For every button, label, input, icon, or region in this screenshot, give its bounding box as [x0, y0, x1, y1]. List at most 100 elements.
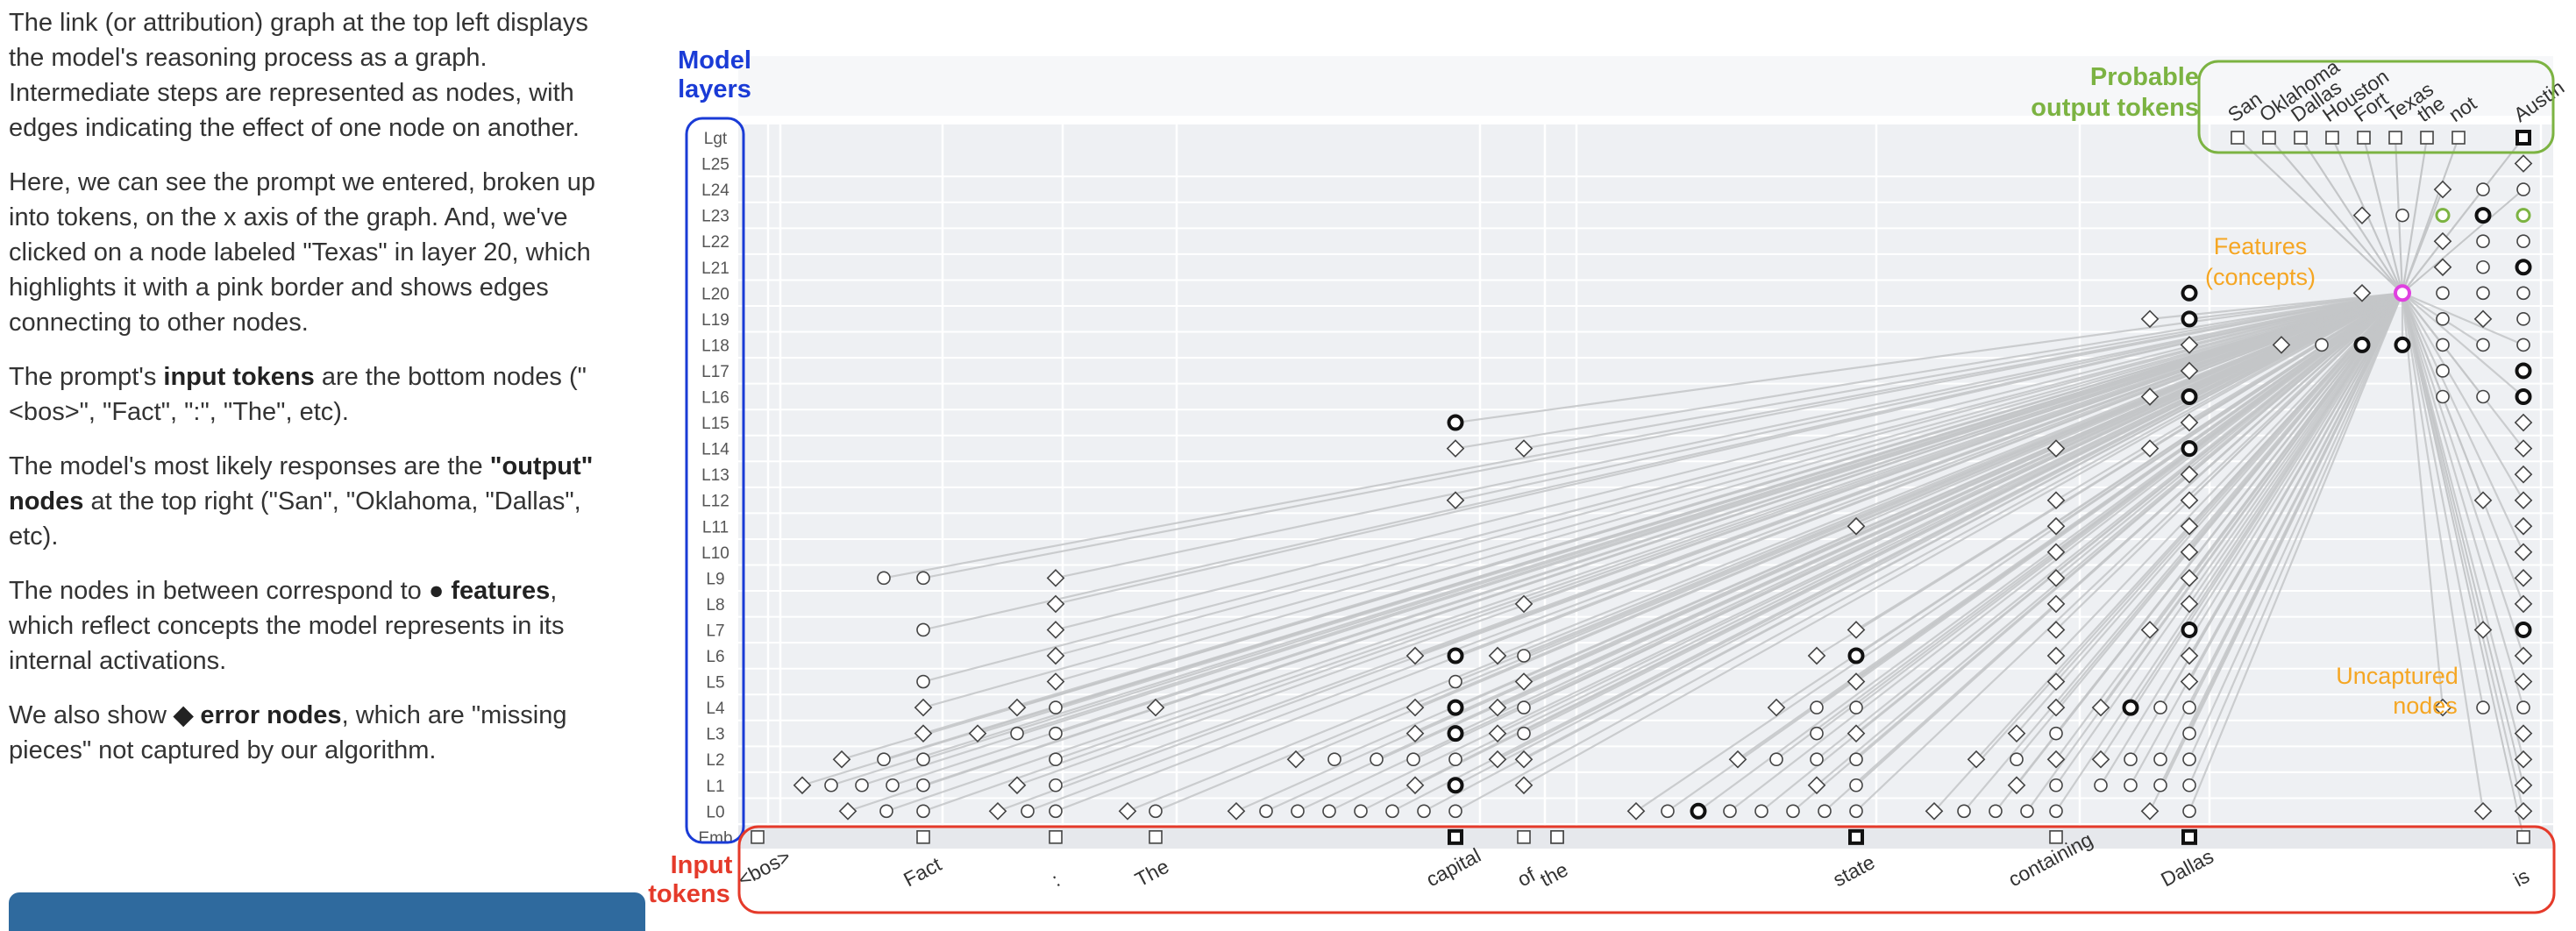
feature-node[interactable]: [1149, 804, 1163, 819]
error-node[interactable]: [1405, 698, 1425, 717]
error-node[interactable]: [2514, 543, 2533, 562]
input-node[interactable]: [2049, 830, 2063, 844]
error-node[interactable]: [1046, 569, 1065, 587]
error-node[interactable]: [1446, 439, 1465, 458]
feature-node[interactable]: [2516, 312, 2530, 326]
error-node[interactable]: [2514, 594, 2533, 614]
feature-node[interactable]: [916, 571, 930, 586]
feature-node[interactable]: [2181, 388, 2198, 405]
feature-node[interactable]: [2476, 182, 2490, 196]
error-node[interactable]: [2140, 621, 2160, 639]
error-node[interactable]: [1847, 516, 1866, 536]
feature-node[interactable]: [1786, 804, 1800, 819]
error-node[interactable]: [1514, 672, 1534, 691]
error-node[interactable]: [1514, 594, 1534, 614]
feature-node[interactable]: [2476, 338, 2490, 352]
feature-node[interactable]: [2474, 207, 2492, 224]
feature-node[interactable]: [2476, 700, 2490, 714]
feature-node[interactable]: [2516, 286, 2530, 301]
error-node[interactable]: [1488, 750, 1507, 769]
error-node[interactable]: [1847, 672, 1866, 691]
error-node[interactable]: [2140, 801, 2160, 821]
feature-node[interactable]: [1517, 649, 1531, 663]
error-node[interactable]: [1286, 750, 1306, 769]
feature-node[interactable]: [1690, 802, 1707, 820]
feature-node[interactable]: [916, 752, 930, 767]
feature-node[interactable]: [1049, 726, 1063, 741]
error-node[interactable]: [2514, 569, 2533, 587]
feature-node[interactable]: [1021, 804, 1035, 819]
error-node[interactable]: [2180, 594, 2199, 614]
error-node[interactable]: [1514, 776, 1534, 795]
error-node[interactable]: [2514, 801, 2533, 821]
feature-node[interactable]: [2476, 286, 2490, 301]
feature-node[interactable]: [2476, 259, 2490, 274]
feature-node[interactable]: [2515, 621, 2532, 638]
feature-node[interactable]: [879, 804, 893, 819]
input-node[interactable]: [1448, 828, 1463, 845]
error-node[interactable]: [1488, 646, 1507, 665]
feature-node[interactable]: [2153, 752, 2167, 767]
error-node[interactable]: [1767, 698, 1786, 717]
error-node[interactable]: [838, 801, 857, 821]
feature-node[interactable]: [2476, 234, 2490, 249]
feature-node[interactable]: [1810, 752, 1824, 767]
error-node[interactable]: [1118, 801, 1137, 821]
feature-node[interactable]: [2010, 752, 2024, 767]
feature-node[interactable]: [1406, 752, 1420, 767]
error-node[interactable]: [1046, 621, 1065, 639]
feature-node[interactable]: [1517, 700, 1531, 714]
feature-node[interactable]: [2436, 364, 2450, 378]
feature-node[interactable]: [1049, 700, 1063, 714]
feature-node[interactable]: [877, 571, 891, 586]
feature-node[interactable]: [2515, 362, 2532, 380]
feature-node[interactable]: [1259, 804, 1273, 819]
feature-node[interactable]: [1661, 804, 1675, 819]
error-node[interactable]: [1405, 776, 1425, 795]
error-node[interactable]: [2433, 180, 2452, 199]
error-node[interactable]: [1514, 439, 1534, 458]
error-node[interactable]: [2046, 516, 2066, 536]
feature-node[interactable]: [1447, 725, 1464, 743]
error-node[interactable]: [2046, 543, 2066, 562]
feature-node[interactable]: [2094, 778, 2108, 792]
feature-node[interactable]: [2516, 700, 2530, 714]
feature-node[interactable]: [1385, 804, 1399, 819]
feature-node[interactable]: [1810, 700, 1824, 714]
feature-node[interactable]: [2124, 778, 2138, 792]
input-node[interactable]: [1517, 830, 1531, 844]
error-node[interactable]: [793, 776, 812, 795]
feature-node[interactable]: [1049, 778, 1063, 792]
feature-node[interactable]: [2020, 804, 2034, 819]
feature-node[interactable]: [2516, 182, 2530, 196]
feature-node[interactable]: [1849, 752, 1863, 767]
feature-node[interactable]: [1849, 778, 1863, 792]
input-node[interactable]: [751, 830, 765, 844]
feature-node[interactable]: [1810, 726, 1824, 741]
input-node[interactable]: [916, 830, 930, 844]
feature-node[interactable]: [1354, 804, 1368, 819]
feature-node[interactable]: [1847, 647, 1865, 664]
feature-node[interactable]: [2049, 804, 2063, 819]
error-node[interactable]: [988, 801, 1007, 821]
error-node[interactable]: [2046, 491, 2066, 510]
error-node[interactable]: [914, 698, 933, 717]
error-node[interactable]: [2046, 672, 2066, 691]
feature-node[interactable]: [916, 778, 930, 792]
feature-node[interactable]: [1291, 804, 1305, 819]
feature-node[interactable]: [2182, 700, 2196, 714]
error-node[interactable]: [1227, 801, 1246, 821]
feature-node[interactable]: [1447, 414, 1464, 431]
feature-node[interactable]: [1417, 804, 1431, 819]
error-node[interactable]: [2180, 465, 2199, 484]
error-node[interactable]: [1847, 724, 1866, 743]
error-node[interactable]: [2473, 801, 2493, 821]
feature-node[interactable]: [2181, 440, 2198, 458]
output-node[interactable]: [2294, 131, 2308, 145]
error-node[interactable]: [2514, 413, 2533, 432]
error-node[interactable]: [1007, 698, 1027, 717]
feature-node[interactable]: [2435, 208, 2451, 224]
feature-node[interactable]: [2049, 726, 2063, 741]
feature-node[interactable]: [916, 622, 930, 637]
